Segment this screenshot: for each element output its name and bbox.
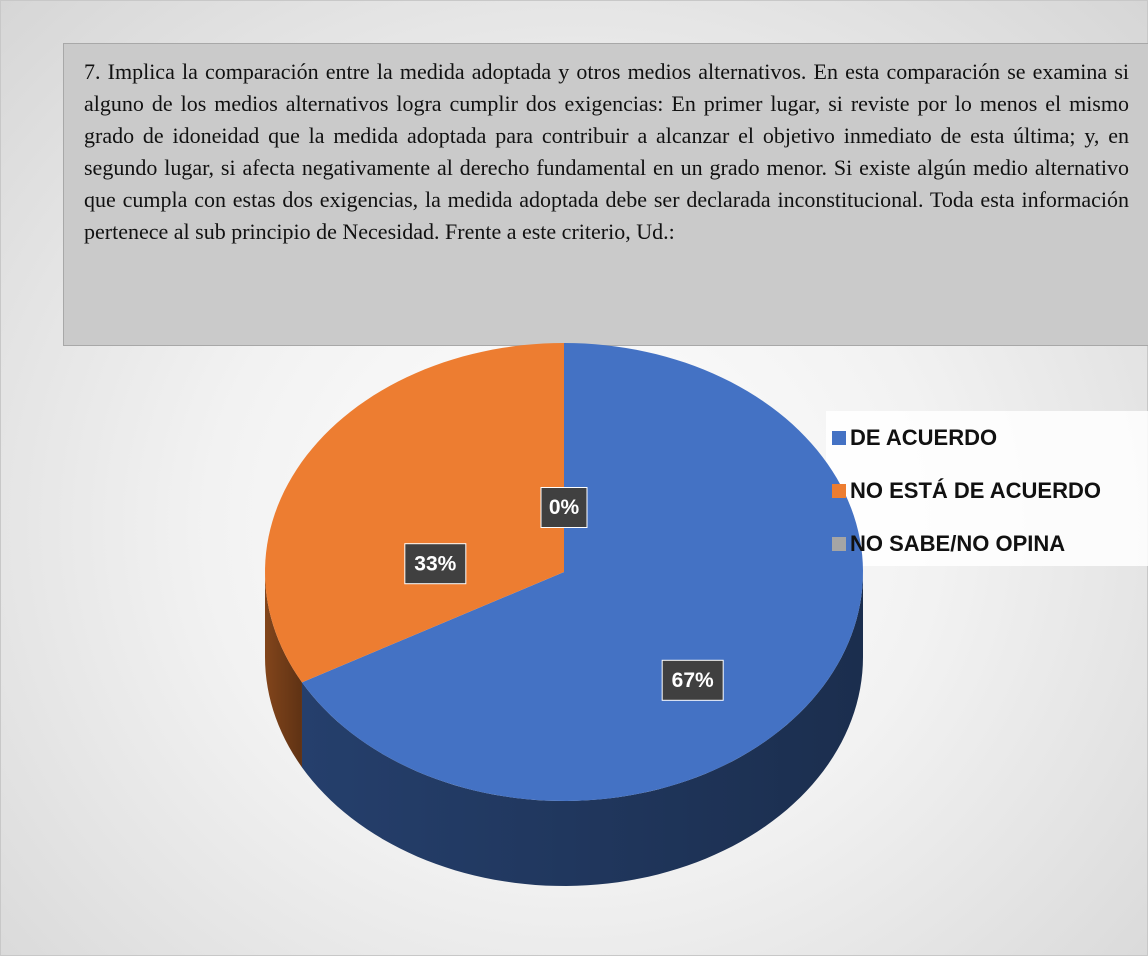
legend-box	[826, 411, 1148, 566]
data-label-box	[540, 487, 588, 528]
pie-slice-side	[265, 572, 302, 768]
legend-swatch	[832, 431, 846, 445]
pie-slice-side	[301, 572, 863, 886]
pie-slice	[265, 343, 564, 683]
legend-swatch	[832, 484, 846, 498]
legend-label: DE ACUERDO	[850, 425, 997, 450]
chart-title: 7. Implica la comparación entre la medid…	[84, 59, 1129, 244]
legend-label: NO ESTÁ DE ACUERDO	[850, 478, 1101, 503]
data-label: 0%	[549, 496, 580, 519]
data-label: 33%	[414, 552, 456, 575]
legend-swatch	[832, 537, 846, 551]
legend-label: NO SABE/NO OPINA	[850, 531, 1065, 556]
data-label-box	[404, 543, 467, 585]
data-label: 67%	[672, 669, 714, 692]
data-label-box	[661, 659, 724, 701]
question-box: 7. Implica la comparación entre la medid…	[63, 43, 1148, 346]
